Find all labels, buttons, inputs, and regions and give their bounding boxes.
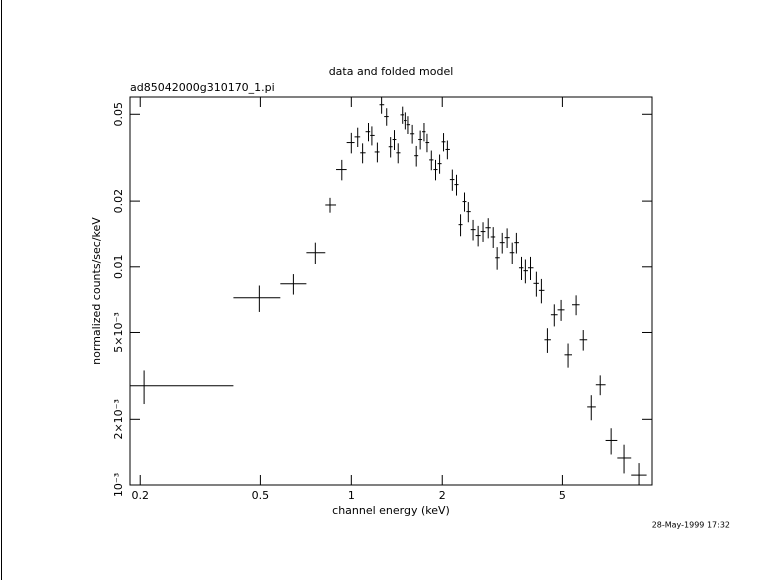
- plot-frame: [129, 96, 653, 486]
- x-axis-label: channel energy (keV): [332, 504, 450, 517]
- x-tick-label: 2: [439, 489, 446, 502]
- x-tick-label: 0.5: [252, 489, 270, 502]
- footer-timestamp: 28-May-1999 17:32: [652, 521, 730, 530]
- chart-title: data and folded model: [329, 65, 454, 78]
- x-tick-label: 0.2: [131, 489, 149, 502]
- y-tick-label: 0.05: [112, 102, 125, 127]
- y-tick-label: 0.02: [112, 189, 125, 214]
- y-tick-label: 5×10⁻³: [112, 312, 125, 352]
- chart-subtitle: ad85042000g310170_1.pi: [130, 81, 275, 94]
- y-tick-label: 0.01: [112, 255, 125, 280]
- x-tick-label: 1: [348, 489, 355, 502]
- y-axis-label: normalized counts/sec/keV: [90, 217, 103, 365]
- y-tick-label: 10⁻³: [112, 473, 125, 497]
- x-tick-label: 5: [559, 489, 566, 502]
- y-tick-label: 2×10⁻³: [112, 399, 125, 439]
